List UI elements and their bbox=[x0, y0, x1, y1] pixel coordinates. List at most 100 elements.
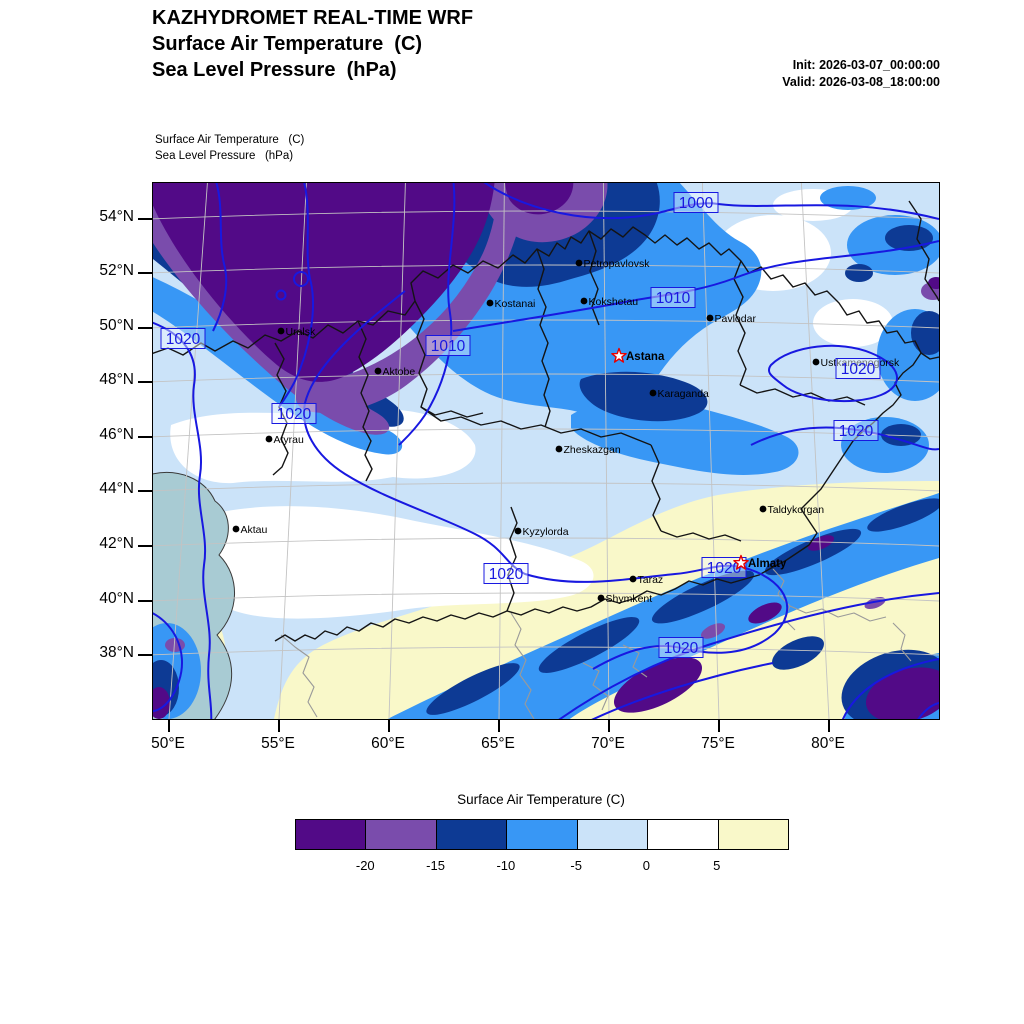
city-label: Aktobe bbox=[383, 366, 416, 378]
city-label: Taldykorgan bbox=[768, 504, 825, 516]
city-label: Kostanai bbox=[495, 298, 536, 310]
city-marker: Aktau bbox=[232, 524, 268, 536]
city-label: Atyrau bbox=[274, 434, 305, 446]
init-timestamp: Init: 2026-03-07_00:00:00 bbox=[792, 58, 940, 72]
y-axis-tick-label: 54°N bbox=[99, 208, 134, 225]
capital-city-label: Astana bbox=[626, 351, 665, 363]
x-axis-tick-label: 80°E bbox=[811, 735, 845, 752]
x-axis-tick-label: 55°E bbox=[261, 735, 295, 752]
y-axis-tick-label: 40°N bbox=[99, 590, 134, 607]
city-marker: Karaganda bbox=[649, 388, 709, 400]
pressure-label: 1020 bbox=[271, 403, 317, 424]
title-line-2: Surface Air Temperature (C) bbox=[152, 33, 423, 55]
svg-text:1010: 1010 bbox=[431, 338, 466, 355]
city-marker: Taraz bbox=[629, 574, 663, 586]
city-label: Uralsk bbox=[286, 326, 317, 338]
city-label: Pavlodar bbox=[715, 313, 757, 325]
pressure-label: 1020 bbox=[160, 328, 206, 349]
y-axis-tick bbox=[138, 436, 152, 438]
pressure-label: 1020 bbox=[701, 557, 747, 578]
x-axis-tick bbox=[168, 719, 170, 732]
svg-text:1020: 1020 bbox=[707, 560, 742, 577]
city-label: Aktau bbox=[241, 524, 268, 536]
x-axis-tick bbox=[498, 719, 500, 732]
city-marker: Pavlodar bbox=[706, 313, 757, 325]
legend-tick-label: -5 bbox=[570, 858, 582, 873]
legend-color-cell bbox=[296, 820, 367, 849]
svg-text:1020: 1020 bbox=[489, 566, 524, 583]
y-axis-tick bbox=[138, 327, 152, 329]
x-axis-tick bbox=[608, 719, 610, 732]
city-marker: Atyrau bbox=[265, 434, 305, 446]
legend-color-cell bbox=[507, 820, 578, 849]
legend-title: Surface Air Temperature (C) bbox=[457, 792, 625, 807]
capital-city-marker: Astana bbox=[611, 347, 665, 363]
x-axis-tick-label: 65°E bbox=[481, 735, 515, 752]
x-axis-tick bbox=[278, 719, 280, 732]
y-axis-tick bbox=[138, 654, 152, 656]
legend-color-cell bbox=[648, 820, 719, 849]
y-axis-tick-label: 46°N bbox=[99, 426, 134, 443]
city-marker: Kyzylorda bbox=[514, 526, 569, 538]
run-timestamps: Init: 2026-03-07_00:00:00 Valid: 2026-03… bbox=[782, 57, 940, 91]
legend-color-cell bbox=[718, 820, 788, 849]
capital-city-marker: Almaty bbox=[733, 554, 787, 570]
legend-tick-label: -15 bbox=[426, 858, 445, 873]
y-axis-tick-label: 52°N bbox=[99, 262, 134, 279]
title-line-1: KAZHYDROMET REAL-TIME WRF bbox=[152, 7, 474, 29]
city-marker: Petropavlovsk bbox=[575, 258, 651, 270]
city-label: Shymkent bbox=[606, 593, 653, 605]
legend-tick-label: 5 bbox=[713, 858, 721, 873]
y-axis-tick-label: 42°N bbox=[99, 535, 134, 552]
map-subtitle: Surface Air Temperature (C) Sea Level Pr… bbox=[155, 133, 304, 164]
legend-tick-label: -20 bbox=[355, 858, 375, 873]
x-axis-tick bbox=[828, 719, 830, 732]
capital-city-label: Almaty bbox=[748, 558, 787, 570]
svg-text:1020: 1020 bbox=[664, 640, 699, 657]
pressure-label: 1010 bbox=[425, 335, 471, 356]
country-borders bbox=[153, 200, 939, 642]
svg-text:1000: 1000 bbox=[679, 195, 714, 212]
x-axis-tick bbox=[718, 719, 720, 732]
pressure-label: 1020 bbox=[835, 358, 881, 379]
capital-star-icon bbox=[733, 554, 749, 570]
map-annotations: Petropavlovsk Kostanai Kokshetau Pavlodar Ur… bbox=[160, 192, 900, 658]
valid-timestamp: Valid: 2026-03-08_18:00:00 bbox=[782, 75, 940, 89]
x-axis-tick-label: 50°E bbox=[151, 735, 185, 752]
y-axis-tick bbox=[138, 272, 152, 274]
title-line-3: Sea Level Pressure (hPa) bbox=[152, 59, 397, 81]
y-axis-tick bbox=[138, 381, 152, 383]
y-axis-tick-label: 50°N bbox=[99, 317, 134, 334]
x-axis-tick-label: 75°E bbox=[701, 735, 735, 752]
subtitle-line-1: Surface Air Temperature (C) bbox=[155, 134, 305, 146]
foreign-borders bbox=[280, 568, 912, 719]
city-marker: Taldykorgan bbox=[759, 504, 825, 516]
x-axis-tick-label: 60°E bbox=[371, 735, 405, 752]
legend-colorbar bbox=[295, 819, 789, 850]
temperature-fill-layer bbox=[153, 183, 939, 719]
city-marker: Kostanai bbox=[486, 298, 536, 310]
svg-text:1020: 1020 bbox=[277, 406, 312, 423]
city-label: Zheskazgan bbox=[564, 444, 621, 456]
city-label: Petropavlovsk bbox=[584, 258, 651, 270]
city-label: Kyzylorda bbox=[523, 526, 569, 538]
city-label: Kokshetau bbox=[589, 296, 639, 308]
legend-color-cell bbox=[577, 820, 649, 849]
city-marker: Kokshetau bbox=[580, 296, 639, 308]
pressure-label: 1010 bbox=[650, 287, 696, 308]
map-canvas: Petropavlovsk Kostanai Kokshetau Pavlodar Ur… bbox=[152, 182, 940, 720]
pressure-label: 1020 bbox=[483, 563, 529, 584]
capital-star-icon bbox=[611, 347, 627, 363]
svg-text:1020: 1020 bbox=[839, 423, 874, 440]
legend-tick-label: 0 bbox=[642, 858, 651, 873]
y-axis-tick-label: 48°N bbox=[99, 371, 134, 388]
svg-text:1020: 1020 bbox=[166, 331, 201, 348]
graticule bbox=[153, 183, 939, 719]
y-axis-tick bbox=[138, 545, 152, 547]
pressure-label: 1020 bbox=[658, 637, 704, 658]
legend-color-cell bbox=[436, 820, 508, 849]
map-svg: Petropavlovsk Kostanai Kokshetau Pavlodar Ur… bbox=[153, 183, 939, 719]
svg-text:1010: 1010 bbox=[656, 290, 691, 307]
x-axis-tick bbox=[388, 719, 390, 732]
